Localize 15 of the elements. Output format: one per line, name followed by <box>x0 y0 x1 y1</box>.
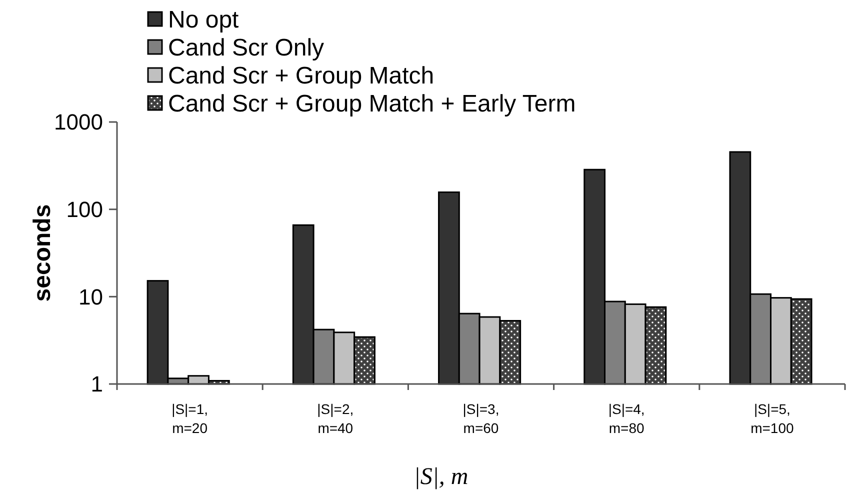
x-tick-label: |S|=1, m=20 <box>172 401 208 436</box>
legend-label: Cand Scr + Group Match + Early Term <box>168 90 576 118</box>
legend-label: No opt <box>168 6 240 34</box>
y-tick-label: 10 <box>78 284 103 310</box>
y-tick-label: 1000 <box>54 110 103 135</box>
x-tick-label: |S|=5, m=100 <box>750 401 794 436</box>
x-axis-title: |S|, m <box>414 464 468 490</box>
legend-label: Cand Scr Only <box>168 34 324 62</box>
y-axis-title: seconds <box>29 204 56 302</box>
y-tick-label: 100 <box>66 197 103 222</box>
x-tick-label: |S|=2, m=40 <box>317 401 354 436</box>
x-tick-label: |S|=4, m=80 <box>608 401 645 436</box>
y-tick-label: 1 <box>90 372 103 397</box>
x-tick-label: |S|=3, m=60 <box>462 401 500 436</box>
legend-label: Cand Scr + Group Match <box>168 62 434 90</box>
